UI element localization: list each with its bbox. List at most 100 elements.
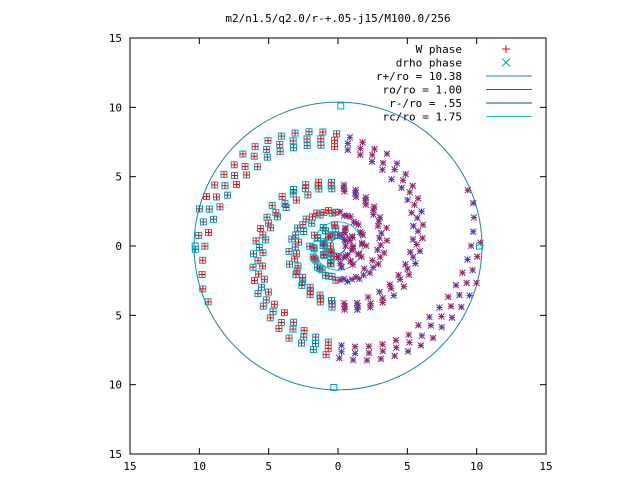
- w-phase-point: [300, 228, 307, 235]
- drho-phase-point: [419, 221, 427, 229]
- drho-phase-point: [338, 348, 345, 356]
- w-phase-point: [253, 237, 260, 244]
- legend-swatch-cross: [501, 58, 511, 67]
- drho-phase-point: [336, 276, 344, 284]
- drho-phase-point: [400, 283, 408, 290]
- drho-phase-point: [402, 170, 410, 178]
- drho-phase-point: [366, 303, 374, 311]
- w-phase-point: [316, 292, 323, 299]
- drho-phase-point: [368, 151, 376, 159]
- w-phase-point: [196, 205, 203, 212]
- drho-phase-point: [358, 253, 365, 261]
- w-phase-point: [231, 172, 238, 179]
- w-phase-point: [213, 193, 220, 200]
- drho-phase-point: [377, 355, 385, 363]
- w-phase-point: [286, 335, 293, 342]
- drho-phase-point: [377, 241, 385, 249]
- w-phase-point: [255, 271, 262, 278]
- drho-phase-point: [368, 158, 376, 165]
- x-tick-label: 5: [404, 460, 411, 473]
- drho-phase-point: [341, 306, 348, 313]
- drho-phase-point: [405, 331, 413, 339]
- w-phase-point: [211, 181, 218, 188]
- w-phase-point: [242, 163, 249, 170]
- drho-phase-point: [473, 279, 480, 287]
- drho-phase-point: [344, 278, 351, 285]
- data-points: [191, 102, 484, 391]
- w-phase-point: [303, 216, 310, 223]
- w-phase-point: [199, 257, 206, 264]
- w-phase-point: [312, 334, 319, 341]
- drho-phase-point: [379, 347, 387, 355]
- w-phase-point: [256, 244, 263, 251]
- drho-phase-point: [448, 314, 456, 321]
- drho-phase-point: [383, 150, 391, 158]
- x-tick-label: 10: [193, 460, 206, 473]
- w-phase-point: [317, 142, 324, 149]
- drho-phase-point: [429, 334, 437, 342]
- w-phase-point: [306, 243, 313, 250]
- w-phase-point: [259, 263, 266, 270]
- w-phase-point: [221, 182, 228, 189]
- drho-phase-point: [404, 196, 411, 204]
- drho-phase-point: [392, 337, 400, 344]
- w-phase-point: [260, 249, 267, 256]
- drho-phase-point: [379, 159, 387, 167]
- w-phase-point: [252, 143, 259, 150]
- drho-phase-point: [469, 228, 477, 236]
- w-phase-point: [291, 255, 298, 262]
- drho-phase-point: [392, 344, 400, 351]
- w-phase-point: [298, 340, 305, 347]
- drho-phase-point: [386, 281, 394, 288]
- w-phase-point: [290, 144, 297, 151]
- drho-phase-point: [417, 342, 425, 349]
- w-phase-point: [325, 345, 332, 352]
- w-phase-point: [304, 191, 311, 198]
- w-phase-point: [317, 298, 324, 305]
- w-phase-point: [286, 248, 293, 255]
- w-phase-point: [269, 202, 276, 209]
- w-phase-point: [332, 225, 339, 232]
- w-phase-point: [320, 252, 327, 259]
- w-phase-point: [304, 135, 311, 142]
- drho-phase-point: [390, 292, 398, 299]
- drho-phase-point: [375, 260, 382, 268]
- drho-phase-point: [359, 139, 366, 146]
- drho-phase-point: [342, 242, 349, 250]
- drho-phase-point: [388, 175, 395, 183]
- w-phase-point: [201, 243, 208, 250]
- w-phase-point: [274, 213, 281, 220]
- w-phase-point: [299, 278, 306, 285]
- drho-phase-point: [357, 145, 364, 152]
- w-phase-point: [331, 137, 338, 144]
- drho-phase-point: [360, 265, 368, 273]
- drho-phase-point: [376, 288, 383, 296]
- drho-phase-point: [414, 195, 422, 202]
- drho-phase-point: [362, 193, 370, 201]
- w-phase-point: [331, 143, 338, 150]
- w-phase-point: [292, 271, 299, 278]
- drho-phase-point: [346, 133, 354, 141]
- w-phase-point: [286, 261, 293, 268]
- drho-phase-point: [419, 234, 426, 242]
- drho-phase-point: [368, 257, 376, 264]
- w-phase-point: [278, 319, 285, 326]
- w-phase-point: [263, 296, 270, 303]
- drho-phase-point: [359, 231, 367, 239]
- drho-phase-point: [418, 332, 426, 340]
- drho-phase-point: [391, 352, 399, 360]
- w-phase-point: [278, 133, 285, 140]
- drho-phase-point: [344, 140, 352, 147]
- w-phase-point: [313, 210, 320, 217]
- w-phase-point: [251, 153, 258, 160]
- w-phase-point: [275, 325, 282, 332]
- w-phase-point: [292, 130, 299, 137]
- w-phase-point: [319, 128, 326, 135]
- w-phase-point: [308, 220, 315, 227]
- drho-phase-point: [379, 166, 386, 174]
- w-phase-point: [320, 242, 327, 249]
- w-phase-point: [250, 250, 257, 257]
